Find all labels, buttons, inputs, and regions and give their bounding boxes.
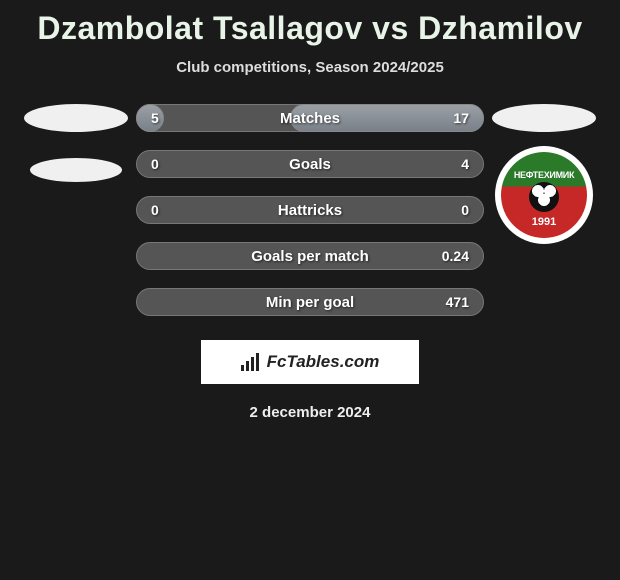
stat-value-right: 0 <box>461 202 469 218</box>
date-line: 2 december 2024 <box>250 404 371 421</box>
stat-value-left: 0 <box>151 156 159 172</box>
stat-value-right: 17 <box>453 110 469 126</box>
player-right-column: НЕФТЕХИМИК 1991 <box>484 104 604 244</box>
comparison-card: Dzambolat Tsallagov vs Dzhamilov Club co… <box>0 0 620 421</box>
club-logo: НЕФТЕХИМИК 1991 <box>495 146 593 244</box>
stat-value-right: 4 <box>461 156 469 172</box>
brand-text: FcTables.com <box>267 352 380 372</box>
stat-label: Hattricks <box>278 202 342 219</box>
comparison-area: 5 Matches 17 0 Goals 4 0 Hattricks 0 Goals per ma… <box>0 104 620 316</box>
subtitle: Club competitions, Season 2024/2025 <box>176 59 444 76</box>
stat-row: 0 Hattricks 0 <box>136 196 484 224</box>
stat-label: Goals <box>289 156 331 173</box>
soccer-ball-icon <box>529 182 559 212</box>
stat-value-left: 5 <box>151 110 159 126</box>
bar-chart-icon <box>241 353 259 371</box>
stat-label: Goals per match <box>251 248 369 265</box>
stat-value-right: 471 <box>446 294 469 310</box>
stat-value-left: 0 <box>151 202 159 218</box>
club-logo-inner: НЕФТЕХИМИК 1991 <box>501 152 587 238</box>
player-left-placeholder-1 <box>24 104 128 132</box>
player-left-column <box>16 104 136 208</box>
stat-row: Min per goal 471 <box>136 288 484 316</box>
stat-bars: 5 Matches 17 0 Goals 4 0 Hattricks 0 Goals per ma… <box>136 104 484 316</box>
stat-row: 5 Matches 17 <box>136 104 484 132</box>
bar-fill-left <box>136 104 164 132</box>
club-logo-text: НЕФТЕХИМИК <box>514 170 574 180</box>
brand-box[interactable]: FcTables.com <box>201 340 419 384</box>
stat-row: 0 Goals 4 <box>136 150 484 178</box>
stat-row: Goals per match 0.24 <box>136 242 484 270</box>
club-logo-year: 1991 <box>532 216 556 228</box>
player-left-placeholder-2 <box>30 158 122 182</box>
stat-label: Min per goal <box>266 294 354 311</box>
page-title: Dzambolat Tsallagov vs Dzhamilov <box>37 10 582 47</box>
player-right-placeholder <box>492 104 596 132</box>
stat-label: Matches <box>280 110 340 127</box>
stat-value-right: 0.24 <box>442 248 469 264</box>
